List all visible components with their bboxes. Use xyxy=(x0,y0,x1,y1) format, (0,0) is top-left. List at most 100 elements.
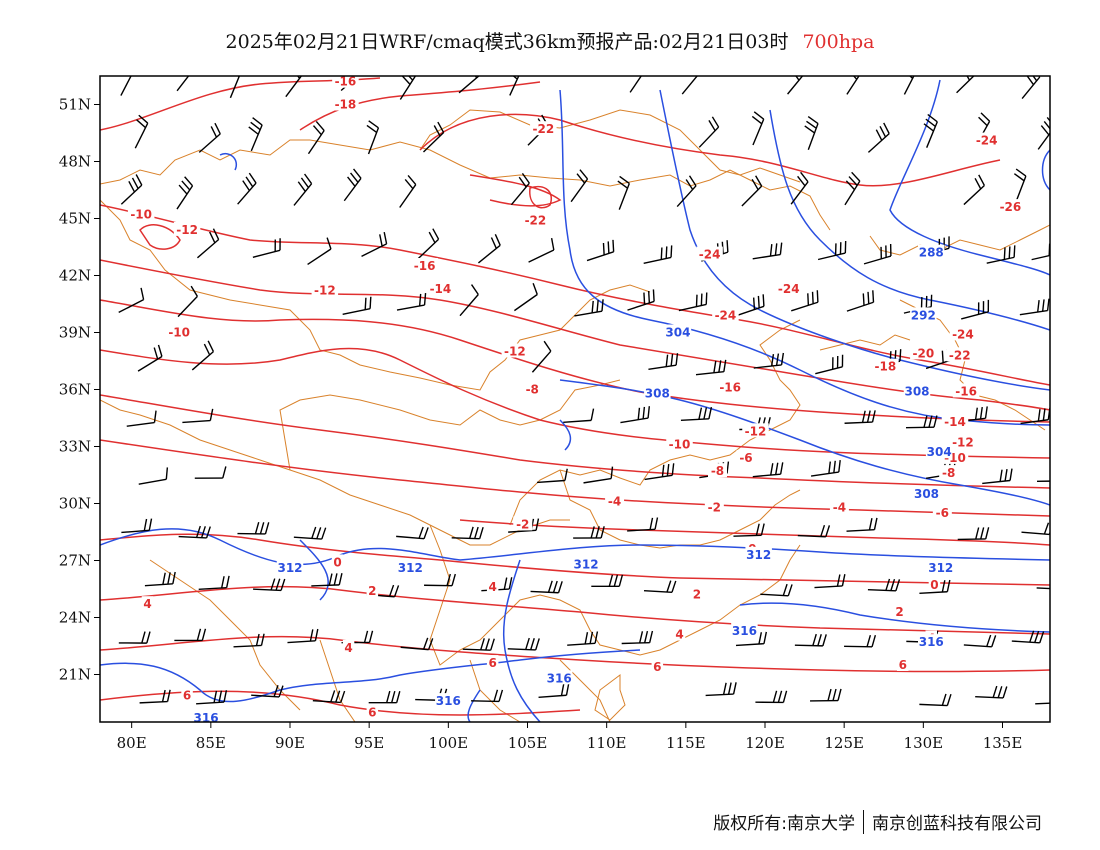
wind-barb xyxy=(1037,480,1050,483)
lon-tick-label: 115E xyxy=(666,734,706,752)
wind-barb xyxy=(986,245,1016,264)
wind-barb xyxy=(586,239,615,262)
wind-barb xyxy=(648,353,679,370)
contour-label: -8 xyxy=(711,464,724,478)
wind-barb xyxy=(787,76,804,95)
contour-label-bg xyxy=(910,307,937,322)
wind-barb xyxy=(919,579,951,595)
lat-tick-label: 24N xyxy=(59,609,91,627)
title-pressure-level: 700hpa xyxy=(802,31,875,53)
wind-barb xyxy=(961,299,990,320)
wind-barb xyxy=(698,116,720,148)
wind-barb xyxy=(735,631,768,647)
contour-label: -14 xyxy=(430,282,452,296)
wind-barb xyxy=(307,121,325,155)
wind-barb xyxy=(191,340,215,371)
wind-barb xyxy=(794,633,827,647)
contour-label: 288 xyxy=(919,246,944,260)
wind-barb xyxy=(678,292,708,312)
contour-label-bg xyxy=(644,385,671,400)
contour-label-bg xyxy=(366,582,379,597)
wind-barb xyxy=(733,523,765,537)
wind-barb xyxy=(176,176,194,210)
wind-barb xyxy=(644,463,675,481)
height-labels: 288 292 304 308 308 304 308 312 312 312 312 312 316 3… xyxy=(192,244,954,725)
contour-label: -16 xyxy=(335,75,357,89)
wind-barb xyxy=(251,685,284,698)
lat-tick-label: 45N xyxy=(59,210,91,228)
wind-barb xyxy=(252,238,281,258)
contour-label: -12 xyxy=(176,223,198,237)
wind-barb xyxy=(513,282,538,312)
contour-label-bg xyxy=(501,343,529,358)
wind-barb xyxy=(620,406,651,424)
contour-label-bg xyxy=(545,670,573,685)
contour-label: 0 xyxy=(333,555,341,569)
wind-barb xyxy=(312,690,346,704)
wind-barb xyxy=(923,113,938,148)
wind-barb xyxy=(368,690,401,704)
wind-barb xyxy=(1020,407,1050,425)
wind-barb xyxy=(424,573,456,587)
wind-barb xyxy=(695,359,727,376)
contour-label: 316 xyxy=(194,711,219,725)
country-borders xyxy=(100,109,1050,722)
wind-barb xyxy=(791,290,819,312)
contour-label: -24 xyxy=(778,282,800,296)
contour-label-bg xyxy=(952,383,980,398)
credit-right: 南京创蓝科技有限公司 xyxy=(872,814,1042,834)
wind-barb xyxy=(530,580,563,594)
contour-label-bg xyxy=(918,244,945,259)
wind-barb xyxy=(422,121,445,153)
contour-label: 304 xyxy=(665,326,690,340)
contour-label: -8 xyxy=(526,383,539,397)
contour-label: 308 xyxy=(904,384,929,398)
contour-label-bg xyxy=(913,486,940,500)
lat-tick-label: 30N xyxy=(59,495,91,513)
contour-label: 292 xyxy=(911,308,936,322)
temperature-labels: -16-18-22-24-26-10-12-22-24-16-24-12 -14-… xyxy=(127,75,1024,720)
contour-label-bg xyxy=(925,444,953,459)
contour-label: 312 xyxy=(928,561,953,575)
wind-barb xyxy=(676,175,697,208)
contour-label-bg xyxy=(486,655,499,670)
contour-label: -10 xyxy=(669,438,691,452)
lat-tick-label: 51N xyxy=(59,96,91,114)
wind-barb xyxy=(815,354,844,375)
contour-label-bg xyxy=(165,324,193,339)
contour-label-bg xyxy=(666,436,693,451)
contour-label: -22 xyxy=(525,213,547,227)
wind-barb xyxy=(573,526,605,539)
wind-barb xyxy=(182,408,214,424)
wind-barb xyxy=(507,637,540,651)
wind-barb xyxy=(194,466,227,479)
contour-label: 316 xyxy=(547,671,572,685)
contour-label-bg xyxy=(192,710,220,722)
wind-barb xyxy=(563,408,595,423)
wind-barb xyxy=(1019,298,1050,316)
contour-label-bg xyxy=(731,622,758,637)
lon-tick-label: 130E xyxy=(904,734,944,752)
wind-barb xyxy=(293,173,313,206)
wind-barb xyxy=(846,517,878,532)
contour-label-bg xyxy=(712,307,739,322)
contour-label: 308 xyxy=(914,487,939,501)
wind-barb xyxy=(538,683,570,699)
contour-label-bg xyxy=(745,546,772,561)
wind-barb xyxy=(139,689,171,704)
wind-barbs xyxy=(118,76,1050,707)
wind-barb xyxy=(120,76,132,96)
contour-label: -22 xyxy=(949,348,971,362)
wind-barb xyxy=(248,117,263,152)
contour-label-bg xyxy=(605,493,625,508)
wind-barb xyxy=(804,116,819,151)
contour-label-bg xyxy=(708,463,727,478)
contour-label: 2 xyxy=(368,584,376,598)
contour-label-bg xyxy=(397,560,424,575)
credit-separator xyxy=(863,809,864,834)
map-frame xyxy=(99,75,1051,723)
contour-label: -24 xyxy=(952,327,974,341)
wind-barb xyxy=(198,575,230,590)
wind-barb xyxy=(237,172,257,205)
contour-label-bg xyxy=(141,596,154,611)
